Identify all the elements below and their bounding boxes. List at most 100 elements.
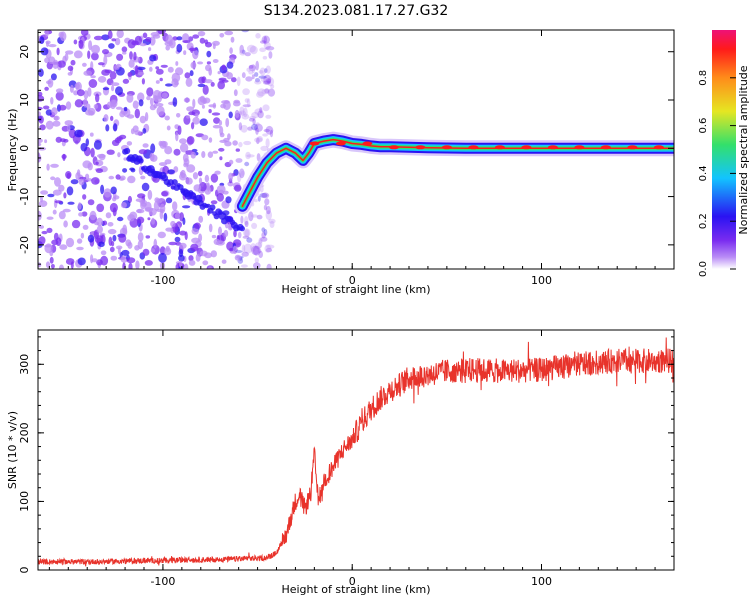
spectrogram-blob bbox=[258, 75, 267, 79]
spectrogram-blob bbox=[116, 245, 123, 250]
spectrogram-blob bbox=[46, 216, 54, 220]
spectrogram-blob bbox=[261, 231, 266, 239]
spectrogram-blob bbox=[208, 109, 212, 114]
spectrogram-blob bbox=[266, 205, 271, 215]
spectrogram-blob bbox=[265, 78, 271, 83]
snr-frame bbox=[37, 329, 675, 571]
spectrogram-blob bbox=[144, 260, 153, 266]
spectrogram-blob bbox=[159, 77, 163, 82]
spectrogram-blob bbox=[179, 138, 187, 144]
spectrogram-blob bbox=[108, 43, 115, 49]
spectrogram-blob bbox=[175, 61, 179, 66]
spectrogram-blob bbox=[38, 95, 45, 102]
spectrogram-blob bbox=[168, 241, 178, 246]
spectrogram-blob bbox=[119, 175, 126, 181]
spectrogram-blob bbox=[241, 244, 246, 253]
spectrogram-blob bbox=[188, 255, 194, 262]
spectrogram-blob bbox=[137, 240, 144, 250]
spectrogram-blob bbox=[186, 164, 196, 173]
spectrogram-blob bbox=[263, 204, 268, 211]
spectrogram-blob bbox=[257, 88, 266, 97]
spectrogram-blob bbox=[141, 182, 150, 192]
colorbar: 0.0 0.2 0.4 0.6 0.8 Normalized spectral ampl… bbox=[698, 30, 750, 277]
spectrogram-blob bbox=[232, 245, 238, 254]
spectrogram-blob bbox=[244, 216, 249, 226]
spectrogram-blob bbox=[221, 64, 226, 71]
spectrogram-blob bbox=[110, 115, 114, 121]
spectrogram-blob bbox=[110, 186, 117, 195]
spectrogram-ytick-label: 0 bbox=[18, 145, 31, 152]
spectrogram-blob bbox=[224, 30, 234, 36]
spectrogram-noise bbox=[38, 30, 276, 269]
spectrogram-blob bbox=[202, 84, 209, 95]
spectrogram-blob bbox=[100, 255, 109, 266]
spectrogram-blob bbox=[145, 37, 152, 42]
spectrogram-blob bbox=[235, 158, 243, 163]
spectrogram-blob bbox=[210, 82, 215, 87]
spectrogram-ridge-peak bbox=[653, 145, 664, 150]
spectrogram-blob bbox=[241, 113, 250, 120]
spectrogram-blob bbox=[175, 131, 179, 142]
spectrogram-blob bbox=[229, 47, 233, 54]
spectrogram-blob bbox=[255, 127, 259, 135]
spectrogram-blob bbox=[85, 110, 95, 116]
spectrogram-blob bbox=[240, 215, 244, 224]
spectrogram-blob bbox=[80, 30, 89, 36]
spectrogram-blob bbox=[250, 243, 256, 252]
spectrogram-blob bbox=[254, 80, 262, 85]
spectrogram-blob bbox=[219, 132, 225, 138]
spectrogram-blob bbox=[238, 122, 243, 131]
snr-ytick-label: 200 bbox=[18, 422, 31, 443]
spectrogram-blob bbox=[114, 37, 121, 46]
spectrogram-blob bbox=[260, 76, 268, 83]
spectrogram-blob bbox=[265, 125, 274, 135]
colorbar-tick-label: 0.2 bbox=[698, 213, 709, 229]
spectrogram-blob bbox=[50, 163, 59, 168]
spectrogram-blob bbox=[123, 157, 127, 161]
spectrogram-blob bbox=[218, 226, 222, 236]
spectrogram-blob bbox=[256, 153, 261, 162]
spectrogram-blob bbox=[56, 47, 60, 56]
spectrogram-blob bbox=[93, 35, 103, 41]
spectrogram-ytick-label: 20 bbox=[18, 45, 31, 59]
spectrogram-blob bbox=[150, 32, 160, 37]
spectrogram-blob bbox=[39, 36, 45, 44]
spectrogram-blob bbox=[263, 36, 267, 45]
spectrogram-blob bbox=[252, 118, 256, 125]
spectrogram-blob bbox=[268, 218, 276, 224]
spectrogram-blob bbox=[212, 59, 219, 63]
spectrogram-blob bbox=[141, 78, 145, 85]
spectrogram-blob bbox=[177, 125, 182, 135]
spectrogram-blob bbox=[226, 72, 233, 80]
spectrogram-blob bbox=[109, 71, 117, 80]
spectrogram-blob bbox=[46, 163, 50, 171]
spectrogram-blob bbox=[186, 106, 195, 112]
spectrogram-blob bbox=[106, 149, 115, 155]
spectrogram-blob bbox=[247, 126, 253, 131]
snr-ticks: -100 0 100 0 100 200 300 bbox=[18, 330, 675, 588]
spectrogram-blob bbox=[137, 66, 146, 71]
spectrogram-blob bbox=[262, 80, 271, 85]
spectrogram-ridge-peak bbox=[547, 145, 558, 150]
spectrogram-blob bbox=[245, 151, 251, 160]
spectrogram-blob bbox=[89, 210, 97, 221]
spectrogram-blob bbox=[261, 35, 270, 44]
spectrogram-blob bbox=[242, 235, 250, 239]
spectrogram-blob bbox=[210, 173, 219, 183]
spectrogram-blob bbox=[96, 217, 103, 227]
spectrogram-blob bbox=[197, 170, 203, 177]
spectrogram-blob bbox=[135, 198, 144, 202]
spectrogram-blob bbox=[167, 169, 175, 175]
spectrogram-blob bbox=[155, 208, 165, 213]
spectrogram-blob bbox=[58, 210, 66, 220]
spectrogram-blob bbox=[76, 89, 85, 97]
spectrogram-blob bbox=[98, 241, 105, 248]
spectrogram-frame bbox=[37, 29, 675, 270]
spectrogram-blob bbox=[95, 93, 100, 103]
spectrogram-blob bbox=[239, 106, 245, 115]
spectrogram-blob bbox=[214, 170, 221, 175]
spectrogram-blob bbox=[107, 30, 113, 39]
spectrogram-blob bbox=[55, 88, 64, 94]
